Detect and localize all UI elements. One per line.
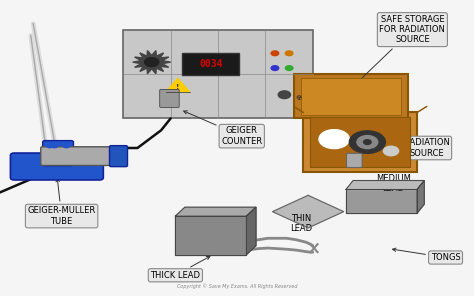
Circle shape bbox=[271, 66, 279, 70]
Circle shape bbox=[383, 146, 399, 156]
Text: THICK LEAD: THICK LEAD bbox=[150, 256, 210, 280]
Polygon shape bbox=[246, 207, 256, 255]
Text: Copyright © Save My Exams. All Rights Reserved: Copyright © Save My Exams. All Rights Re… bbox=[177, 283, 297, 289]
FancyBboxPatch shape bbox=[301, 78, 401, 115]
Polygon shape bbox=[273, 195, 344, 228]
FancyBboxPatch shape bbox=[294, 74, 408, 118]
Polygon shape bbox=[175, 216, 246, 255]
Polygon shape bbox=[346, 181, 424, 189]
Text: MEDIUM
LEAD: MEDIUM LEAD bbox=[376, 174, 411, 193]
Circle shape bbox=[46, 144, 53, 148]
Circle shape bbox=[357, 136, 378, 149]
Text: THIN
LEAD: THIN LEAD bbox=[290, 214, 312, 233]
Text: !: ! bbox=[176, 84, 179, 90]
Polygon shape bbox=[175, 207, 256, 216]
Polygon shape bbox=[346, 189, 417, 213]
FancyBboxPatch shape bbox=[123, 30, 313, 118]
FancyBboxPatch shape bbox=[310, 117, 410, 167]
Text: GEIGER
COUNTER: GEIGER COUNTER bbox=[183, 111, 262, 146]
Circle shape bbox=[285, 66, 293, 70]
Polygon shape bbox=[166, 78, 190, 92]
FancyBboxPatch shape bbox=[303, 112, 417, 172]
FancyBboxPatch shape bbox=[41, 147, 125, 165]
Polygon shape bbox=[133, 51, 171, 74]
Circle shape bbox=[364, 140, 371, 144]
FancyBboxPatch shape bbox=[160, 89, 179, 107]
Circle shape bbox=[51, 144, 58, 148]
FancyBboxPatch shape bbox=[43, 141, 73, 166]
Circle shape bbox=[145, 58, 159, 67]
Circle shape bbox=[271, 51, 279, 56]
FancyBboxPatch shape bbox=[109, 146, 128, 167]
Text: TONGS: TONGS bbox=[392, 248, 460, 262]
Circle shape bbox=[285, 51, 293, 56]
Circle shape bbox=[63, 144, 70, 148]
Text: ☢: ☢ bbox=[295, 95, 302, 101]
Text: GEIGER-MULLER
TUBE: GEIGER-MULLER TUBE bbox=[27, 178, 96, 226]
Text: RADIATION
SOURCE: RADIATION SOURCE bbox=[374, 138, 449, 158]
FancyBboxPatch shape bbox=[182, 53, 239, 75]
Text: 0034: 0034 bbox=[199, 59, 223, 69]
Polygon shape bbox=[417, 181, 424, 213]
Text: SAFE STORAGE
FOR RADIATION
SOURCE: SAFE STORAGE FOR RADIATION SOURCE bbox=[354, 15, 445, 86]
Circle shape bbox=[278, 91, 291, 99]
Circle shape bbox=[349, 131, 385, 153]
FancyBboxPatch shape bbox=[346, 153, 362, 168]
FancyBboxPatch shape bbox=[10, 153, 103, 180]
Circle shape bbox=[319, 130, 349, 149]
